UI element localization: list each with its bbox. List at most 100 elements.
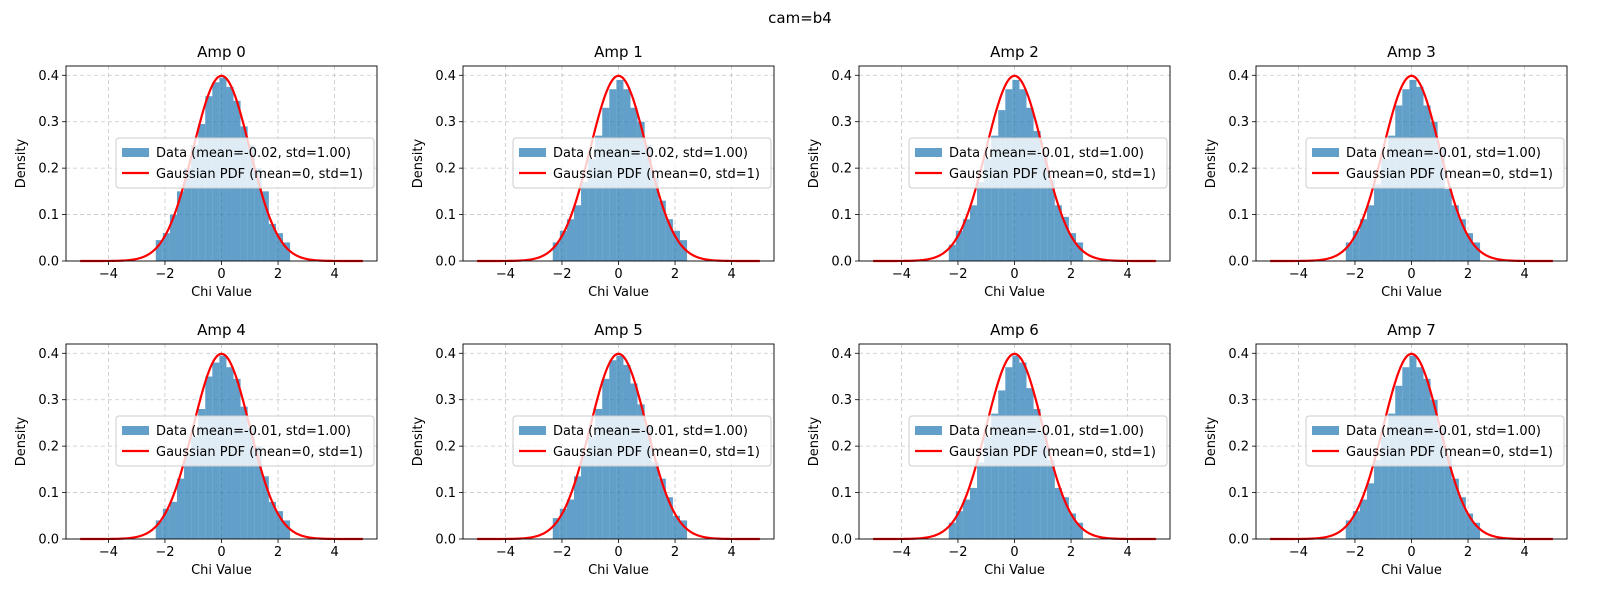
- legend-swatch-data: [122, 148, 149, 157]
- histogram-bar: [955, 511, 963, 539]
- histogram-bar: [268, 223, 276, 261]
- y-tick-label: 0.4: [831, 69, 852, 84]
- histogram-bar: [559, 230, 567, 261]
- histogram-bar: [559, 508, 567, 539]
- gaussian-pdf-line: [477, 352, 760, 541]
- histogram-bar: [1458, 219, 1466, 261]
- legend-box: [1305, 137, 1565, 189]
- histogram-bar: [991, 413, 999, 539]
- histogram-bar: [1068, 233, 1076, 261]
- subplot-6: −4 −2 0 2 4 0.0 0.1 0.2 0.3 0.4 Amp 6 Chi Value Dens…: [807, 321, 1171, 578]
- histogram-bar: [155, 520, 163, 539]
- histogram-bar: [1075, 522, 1084, 539]
- histogram-bar: [658, 200, 666, 261]
- x-tick-label: −2: [552, 545, 571, 560]
- y-tick-label: 0.4: [1228, 347, 1249, 362]
- histogram-bar: [1444, 189, 1452, 261]
- histogram-bar: [679, 520, 688, 539]
- legend-label-pdf: Gaussian PDF (mean=0, std=1): [949, 167, 1156, 182]
- y-tick-label: 0.3: [831, 393, 852, 408]
- x-tick-label: 0: [1010, 267, 1018, 282]
- histogram-bar: [665, 219, 673, 261]
- histogram-bar: [1352, 511, 1360, 539]
- y-tick-label: 0.1: [831, 208, 852, 223]
- y-tick-label: 0.0: [831, 533, 852, 548]
- subplot-0: −4 −2 0 2 4 0.0 0.1 0.2 0.3 0.4 Amp 0 Chi Value Dens…: [14, 43, 378, 300]
- y-tick-label: 0.0: [38, 255, 59, 270]
- x-tick-label: 0: [1407, 267, 1415, 282]
- histogram-bar: [644, 144, 652, 261]
- histogram-bar: [984, 158, 992, 261]
- x-tick-label: 0: [1407, 545, 1415, 560]
- histogram-bar: [637, 121, 645, 261]
- y-tick-label: 0.0: [435, 255, 456, 270]
- histogram-bar: [282, 242, 291, 261]
- histogram-bar: [1437, 427, 1445, 539]
- histogram-bar: [1366, 205, 1375, 261]
- histogram-bar: [247, 427, 255, 539]
- histogram-bar: [1040, 432, 1048, 539]
- histogram-bar: [162, 508, 170, 539]
- subplot-title: Amp 2: [990, 43, 1039, 61]
- histogram-bar: [1381, 436, 1389, 539]
- histogram-bar: [254, 446, 262, 539]
- legend-label-pdf: Gaussian PDF (mean=0, std=1): [553, 445, 760, 460]
- subplot-1: −4 −2 0 2 4 0.0 0.1 0.2 0.3 0.4 Amp 1 Chi Value Dens…: [411, 43, 775, 300]
- x-tick-label: −2: [948, 267, 967, 282]
- histogram-bar: [1054, 487, 1062, 539]
- x-tick-label: −4: [892, 545, 911, 560]
- x-axis-label: Chi Value: [191, 563, 252, 578]
- gaussian-pdf-line: [1270, 352, 1553, 541]
- histogram-bar: [955, 230, 963, 261]
- histogram-bar: [198, 124, 206, 262]
- histogram-bar: [1075, 242, 1084, 261]
- legend-box: [908, 137, 1168, 189]
- y-axis-label: Density: [1204, 138, 1219, 188]
- histogram-bar: [552, 242, 560, 261]
- y-tick-label: 0.0: [1228, 255, 1249, 270]
- histogram-bar: [247, 144, 255, 261]
- histogram-bar: [184, 168, 192, 261]
- x-tick-label: 2: [1067, 545, 1075, 560]
- x-tick-label: 2: [274, 267, 282, 282]
- histogram-bar: [1345, 242, 1353, 261]
- histogram-bar: [566, 219, 574, 261]
- legend-label-pdf: Gaussian PDF (mean=0, std=1): [1346, 445, 1553, 460]
- histogram-bar: [1359, 499, 1367, 539]
- histogram-bar: [665, 497, 673, 539]
- legend-swatch-data: [1312, 148, 1339, 157]
- x-axis-label: Chi Value: [984, 285, 1045, 300]
- y-tick-label: 0.0: [831, 255, 852, 270]
- histogram-bar: [1061, 497, 1069, 539]
- histogram-bar: [1472, 242, 1481, 261]
- legend-label-data: Data (mean=-0.01, std=1.00): [1346, 424, 1541, 439]
- histogram-bar: [672, 230, 680, 261]
- histogram-bar: [581, 455, 589, 539]
- histogram-bar: [1366, 483, 1375, 539]
- y-axis-label: Density: [411, 416, 426, 466]
- x-axis-label: Chi Value: [984, 563, 1045, 578]
- histogram-bar: [991, 135, 999, 261]
- y-tick-label: 0.3: [1228, 115, 1249, 130]
- histogram-bar: [254, 168, 262, 261]
- legend-box: [1305, 415, 1565, 467]
- x-tick-label: 2: [1464, 267, 1472, 282]
- histogram-bar: [1047, 460, 1055, 539]
- x-tick-label: 0: [217, 545, 225, 560]
- x-tick-label: −4: [496, 267, 515, 282]
- y-tick-label: 0.1: [38, 208, 59, 223]
- histogram-bar: [595, 135, 603, 261]
- histogram-bar: [240, 126, 248, 261]
- y-tick-label: 0.4: [1228, 69, 1249, 84]
- subplot-5: −4 −2 0 2 4 0.0 0.1 0.2 0.3 0.4 Amp 5 Chi Value Dens…: [411, 321, 775, 578]
- histogram-bar: [637, 404, 645, 539]
- legend-label-data: Data (mean=-0.01, std=1.00): [553, 424, 748, 439]
- histogram-bar: [962, 499, 970, 539]
- x-tick-label: 4: [1520, 267, 1528, 282]
- x-tick-label: −4: [892, 267, 911, 282]
- x-tick-label: 4: [1123, 267, 1131, 282]
- x-tick-label: 0: [1010, 545, 1018, 560]
- histogram-bar: [282, 520, 291, 539]
- y-tick-label: 0.2: [38, 440, 59, 455]
- histogram-bar: [1451, 205, 1459, 261]
